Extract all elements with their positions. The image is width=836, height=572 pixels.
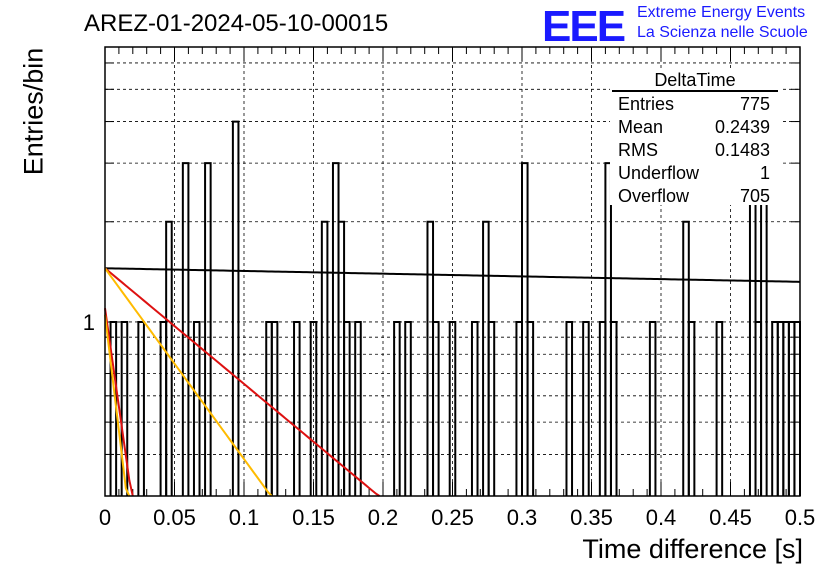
stat-value: 705	[739, 186, 770, 206]
histogram-bin	[137, 320, 145, 496]
histogram-bin	[270, 320, 279, 496]
logo-line-2: La Scienza nelle Scuole	[637, 24, 808, 41]
stat-label: Underflow	[618, 163, 700, 183]
run-title: AREZ-01-2024-05-10-00015	[84, 10, 389, 37]
stat-label: Mean	[618, 117, 664, 137]
stat-label: RMS	[618, 140, 658, 160]
histogram-bin	[309, 320, 318, 496]
x-tick-label: 0.45	[709, 505, 752, 530]
histogram-bin	[354, 320, 362, 496]
histogram-bin	[565, 320, 574, 496]
histogram-bin	[793, 320, 801, 496]
fit-curve-red	[104, 267, 381, 497]
x-tick-label: 0.3	[507, 505, 538, 530]
stat-value: 775	[739, 94, 770, 114]
logo-line-1: Extreme Energy Events	[637, 4, 806, 21]
x-tick-label: 0.5	[785, 505, 816, 530]
histogram-bin	[582, 320, 590, 496]
stat-label: Overflow	[618, 186, 690, 206]
histogram-bin	[470, 320, 479, 496]
histogram-bin	[293, 320, 301, 496]
stat-value: 0.1483	[714, 140, 770, 160]
stats-title: DeltaTime	[654, 70, 736, 90]
histogram-bin	[204, 162, 212, 496]
histogram-bin	[120, 320, 129, 496]
stat-value: 1	[759, 163, 770, 183]
histogram-bin	[343, 320, 351, 496]
stats-separator	[612, 90, 778, 92]
histogram-bin	[404, 320, 412, 496]
x-tick-label: 0.4	[646, 505, 677, 530]
x-tick-label: 0.1	[229, 505, 260, 530]
x-axis-label: Time difference [s]	[582, 534, 803, 564]
histogram-bin	[487, 320, 496, 496]
x-tick-label: 0.25	[431, 505, 474, 530]
y-tick-label: 1	[83, 310, 95, 335]
x-tick-label: 0.15	[292, 505, 335, 530]
histogram-bin	[320, 220, 329, 496]
histogram-bin	[448, 320, 457, 496]
x-tick-label: 0.05	[153, 505, 196, 530]
x-tick-label: 0.2	[368, 505, 399, 530]
histogram-bin	[648, 320, 657, 496]
histogram-bin	[609, 320, 618, 496]
histogram-bin	[192, 320, 201, 496]
histogram-bin	[687, 320, 696, 496]
stat-label: Entries	[618, 94, 675, 114]
histogram-bin	[715, 320, 724, 496]
histogram-bin	[526, 320, 535, 496]
fit-curve-red	[104, 308, 134, 497]
fit-curve-orange	[104, 267, 273, 497]
histogram-bin	[231, 120, 240, 496]
x-tick-label: 0	[99, 505, 111, 530]
y-axis-label: Entries/bin	[18, 47, 49, 176]
histogram-bin	[181, 162, 190, 496]
plot-frame	[104, 46, 801, 497]
stat-value: 0.2439	[714, 117, 770, 137]
eee-logo: EEE	[542, 2, 626, 51]
fit-curve-orange	[104, 314, 131, 497]
fit-curve-black	[104, 267, 801, 283]
stats-box: DeltaTime Entries 775 Mean 0.2439 RMS 0.…	[610, 70, 780, 206]
histogram-bin	[393, 320, 401, 496]
histogram-bin	[432, 320, 440, 496]
x-tick-label: 0.35	[570, 505, 613, 530]
